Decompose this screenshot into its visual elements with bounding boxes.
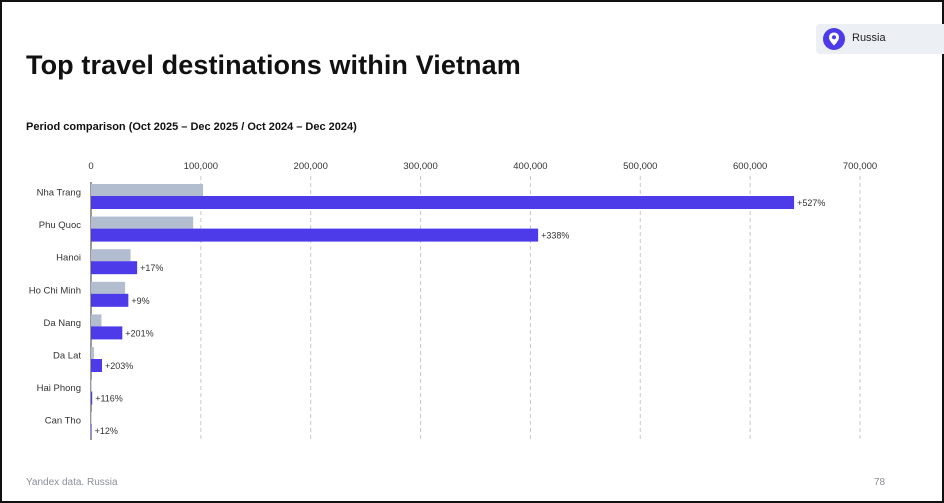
bar-current-period — [91, 424, 92, 438]
change-label: +12% — [95, 426, 118, 436]
x-tick-label: 700,000 — [843, 161, 877, 172]
x-tick-label: 200,000 — [294, 161, 328, 172]
page-title: Top travel destinations within Vietnam — [26, 50, 521, 80]
bar-previous-period — [91, 347, 94, 359]
x-tick-label: 0 — [88, 161, 93, 172]
bar-current-period — [91, 293, 129, 307]
change-label: +17% — [140, 263, 163, 273]
region-label: Russia — [852, 32, 886, 44]
bar-previous-period — [91, 216, 194, 229]
bar-previous-period — [91, 249, 131, 262]
x-tick-label: 300,000 — [403, 161, 437, 172]
location-pin-icon — [823, 28, 845, 50]
change-label: +338% — [541, 231, 569, 241]
bar-previous-period — [91, 412, 92, 425]
category-label: Hanoi — [56, 253, 81, 264]
source-note: Yandex data. Russia — [26, 477, 118, 488]
page-number: 78 — [874, 477, 886, 488]
bar-previous-period — [91, 184, 204, 196]
category-label: Ho Chi Minh — [29, 285, 81, 296]
bar-current-period — [91, 196, 795, 209]
change-label: +9% — [131, 296, 149, 306]
x-tick-label: 500,000 — [623, 161, 657, 172]
chart-subtitle: Period comparison (Oct 2025 – Dec 2025 /… — [26, 121, 357, 133]
x-tick-label: 400,000 — [513, 161, 547, 172]
category-label: Can Tho — [45, 416, 81, 427]
bar-previous-period — [91, 379, 92, 392]
bar-previous-period — [91, 281, 126, 294]
category-label: Phu Quoc — [39, 220, 81, 231]
x-tick-label: 600,000 — [733, 161, 767, 172]
bar-current-period — [91, 261, 138, 275]
bar-previous-period — [91, 314, 102, 327]
x-tick-label: 100,000 — [184, 161, 218, 172]
bar-current-period — [91, 228, 539, 242]
category-label: Da Nang — [44, 318, 82, 329]
change-label: +201% — [125, 328, 153, 338]
bar-current-period — [91, 326, 123, 340]
change-label: +203% — [105, 361, 133, 371]
change-label: +116% — [95, 394, 123, 404]
bar-current-period — [91, 391, 93, 405]
bar-current-period — [91, 359, 102, 372]
bar-chart: 0 100,000 200,000 300,000 400,000 500,000 600,… — [29, 161, 877, 440]
category-label: Da Lat — [53, 351, 81, 362]
change-label: +527% — [797, 198, 825, 208]
category-label: Nha Trang — [37, 188, 81, 199]
category-label: Hai Phong — [37, 383, 81, 394]
region-badge[interactable]: Russia — [816, 24, 944, 54]
